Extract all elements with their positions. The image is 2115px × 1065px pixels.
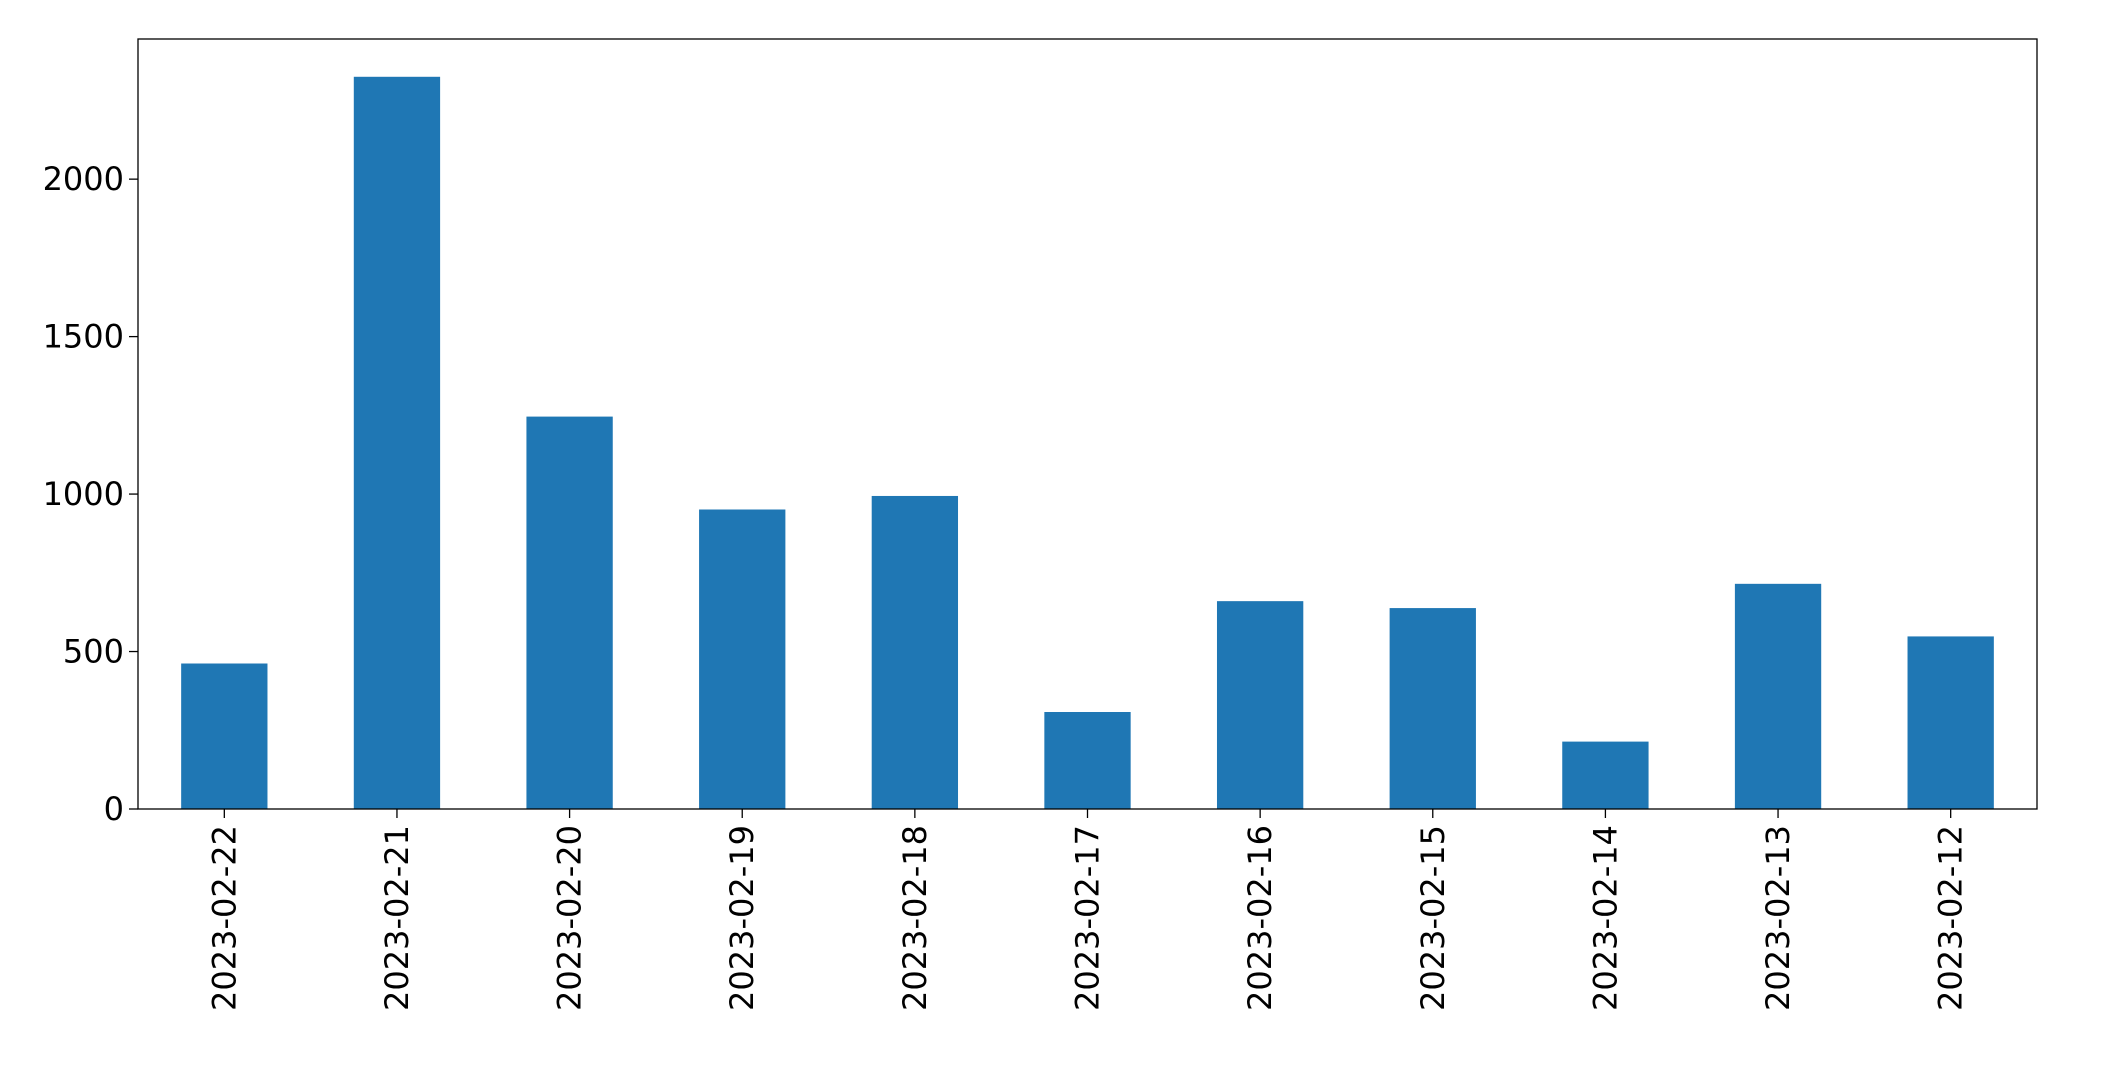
x-tick-label: 2023-02-21 xyxy=(378,825,416,1011)
y-tick-label: 1500 xyxy=(43,318,124,356)
x-tick-label: 2023-02-12 xyxy=(1932,825,1970,1011)
bar xyxy=(1907,636,1994,809)
x-tick-label: 2023-02-20 xyxy=(551,825,589,1011)
x-tick-label: 2023-02-16 xyxy=(1241,825,1279,1011)
bar xyxy=(1562,741,1649,809)
bar xyxy=(699,509,786,809)
bar xyxy=(353,76,441,810)
x-tick-label: 2023-02-14 xyxy=(1586,825,1624,1011)
y-tick-label: 500 xyxy=(63,633,124,671)
bar xyxy=(1734,583,1822,809)
y-tick-label: 2000 xyxy=(43,160,124,198)
x-tick-label: 2023-02-22 xyxy=(205,825,243,1011)
x-tick-label: 2023-02-18 xyxy=(896,825,934,1011)
plot-frame xyxy=(137,38,2038,810)
bar xyxy=(1216,601,1304,809)
bar xyxy=(526,416,613,809)
x-tick-label: 2023-02-19 xyxy=(723,825,761,1011)
y-tick-label: 0 xyxy=(104,790,124,828)
x-tick-label: 2023-02-17 xyxy=(1069,825,1107,1011)
bar xyxy=(181,663,268,809)
y-tick-label: 1000 xyxy=(43,475,124,513)
x-tick-label: 2023-02-13 xyxy=(1759,825,1797,1011)
bar xyxy=(1389,608,1476,809)
x-tick-label: 2023-02-15 xyxy=(1414,825,1452,1011)
bar xyxy=(871,495,959,809)
bar xyxy=(1044,712,1131,809)
